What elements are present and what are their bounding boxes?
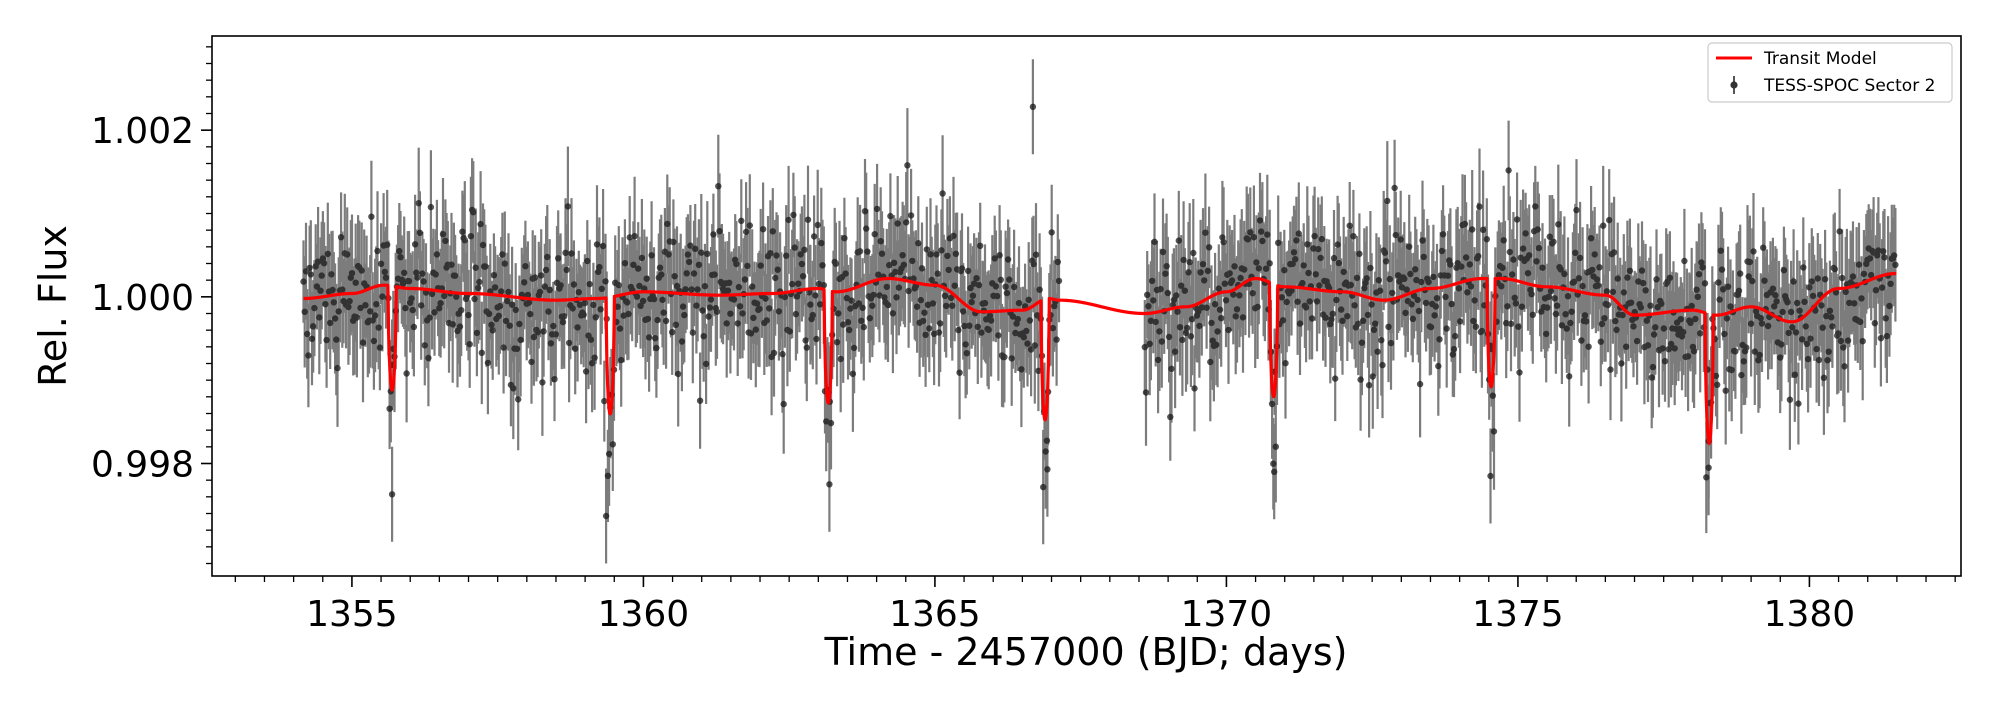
x-tick-label: 1365 <box>889 594 981 635</box>
x-tick-label: 1370 <box>1181 594 1273 635</box>
x-tick-label: 1360 <box>598 594 690 635</box>
data-layer <box>300 59 1899 564</box>
legend-data-label: TESS-SPOC Sector 2 <box>1763 76 1935 96</box>
x-tick-label: 1355 <box>306 594 398 635</box>
plot-frame <box>211 35 1962 577</box>
y-tick-label: 1.000 <box>91 278 194 319</box>
y-axis-label: Rel. Flux <box>31 225 75 387</box>
legend: Transit Model TESS-SPOC Sector 2 <box>1707 42 1953 103</box>
x-tick-label: 1375 <box>1472 594 1564 635</box>
model-layer <box>302 271 1898 445</box>
transit-model-line <box>302 271 1898 445</box>
x-axis: 1355 1360 1365 1370 1375 1380 <box>234 576 1956 635</box>
legend-model-label: Transit Model <box>1763 49 1877 69</box>
legend-data-marker <box>1730 81 1738 89</box>
y-tick-label: 0.998 <box>91 445 194 486</box>
x-axis-label: Time - 2457000 (BJD; days) <box>824 630 1348 674</box>
legend-box <box>1707 42 1953 103</box>
y-tick-label: 1.002 <box>91 111 194 152</box>
x-tick-label: 1380 <box>1764 594 1856 635</box>
y-axis: 0.998 1.000 1.002 <box>91 46 212 565</box>
